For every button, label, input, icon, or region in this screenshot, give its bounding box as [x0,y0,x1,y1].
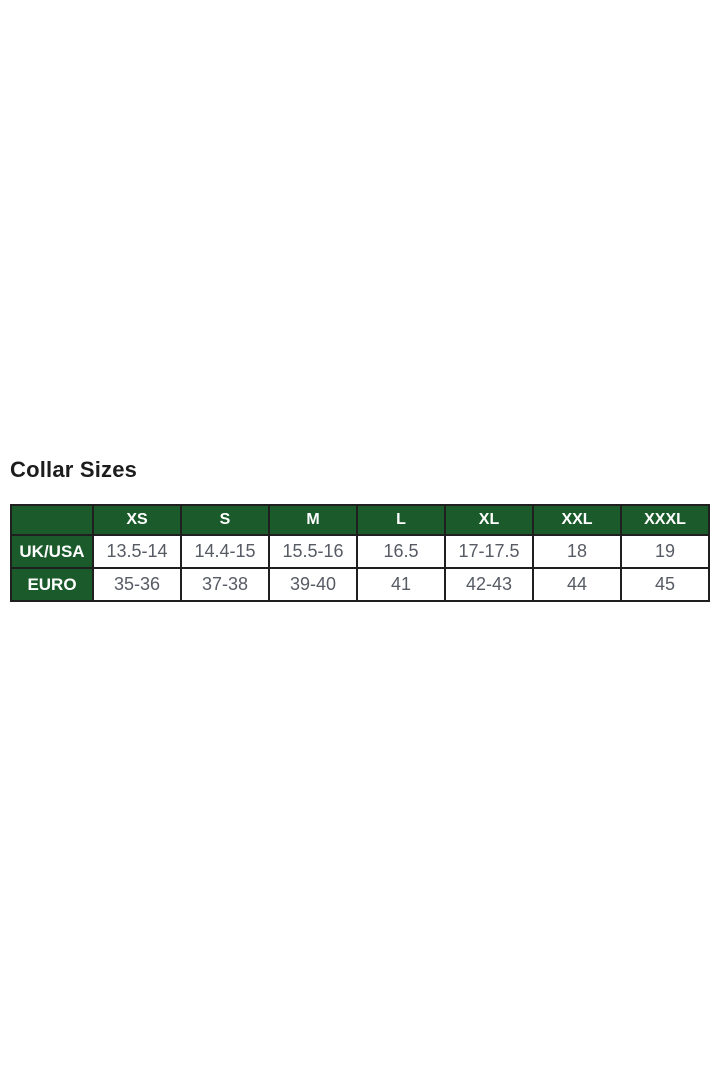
header-cell-m: M [268,504,358,536]
size-cell-euro-l: 41 [356,567,446,602]
size-cell-euro-xxl: 44 [532,567,622,602]
size-cell-euro-m: 39-40 [268,567,358,602]
size-cell-uk-l: 16.5 [356,534,446,569]
row-label-uk-usa: UK/USA [10,534,94,569]
size-cell-uk-m: 15.5-16 [268,534,358,569]
size-cell-uk-xl: 17-17.5 [444,534,534,569]
size-cell-uk-s: 14.4-15 [180,534,270,569]
size-cell-euro-s: 37-38 [180,567,270,602]
header-cell-l: L [356,504,446,536]
header-cell-xl: XL [444,504,534,536]
table-row-uk-usa: UK/USA 13.5-14 14.4-15 15.5-16 16.5 17-1… [10,534,710,569]
header-cell-xs: XS [92,504,182,536]
header-cell-s: S [180,504,270,536]
size-cell-uk-xxl: 18 [532,534,622,569]
size-cell-euro-xl: 42-43 [444,567,534,602]
table-row-euro: EURO 35-36 37-38 39-40 41 42-43 44 45 [10,567,710,602]
size-cell-euro-xs: 35-36 [92,567,182,602]
collar-size-table: XS S M L XL XXL XXXL UK/USA 13.5-14 14.4… [10,504,710,602]
header-cell-xxl: XXL [532,504,622,536]
table-header-row: XS S M L XL XXL XXXL [10,504,710,536]
page-title: Collar Sizes [10,457,138,482]
size-cell-uk-xs: 13.5-14 [92,534,182,569]
size-cell-uk-xxxl: 19 [620,534,710,569]
row-label-euro: EURO [10,567,94,602]
size-cell-euro-xxxl: 45 [620,567,710,602]
corner-cell [10,504,94,536]
header-cell-xxxl: XXXL [620,504,710,536]
